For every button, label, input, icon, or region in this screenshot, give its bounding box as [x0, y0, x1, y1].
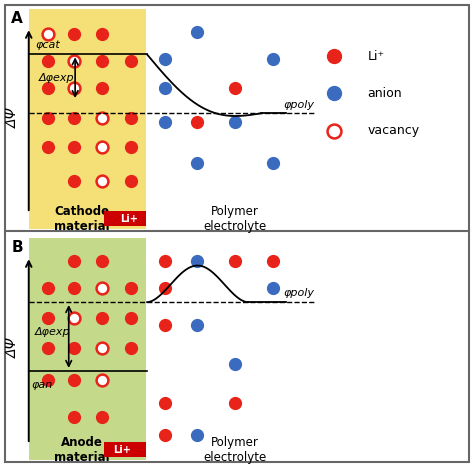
- Text: Li+: Li+: [120, 214, 138, 224]
- Text: φan: φan: [32, 380, 53, 390]
- Text: ΔΨ: ΔΨ: [6, 338, 20, 358]
- Text: A: A: [11, 11, 23, 26]
- Text: Cathode
material: Cathode material: [54, 205, 109, 233]
- Text: Δφexp: Δφexp: [38, 73, 74, 83]
- Text: ΔΨ: ΔΨ: [6, 108, 20, 128]
- Text: φpoly: φpoly: [283, 289, 314, 298]
- Text: vacancy: vacancy: [367, 124, 419, 137]
- Text: φcat: φcat: [35, 40, 60, 50]
- Text: Li+: Li+: [113, 445, 131, 455]
- Bar: [104, 211, 146, 226]
- Text: Anode
material: Anode material: [54, 436, 109, 464]
- Text: anion: anion: [367, 87, 402, 100]
- Bar: [104, 442, 146, 457]
- Bar: [29, 9, 146, 229]
- Text: B: B: [11, 240, 23, 255]
- Text: Polymer
electrolyte: Polymer electrolyte: [203, 205, 267, 233]
- Text: φpoly: φpoly: [283, 100, 314, 110]
- Text: Polymer
electrolyte: Polymer electrolyte: [203, 436, 267, 464]
- Text: Li⁺: Li⁺: [367, 50, 384, 63]
- Bar: [29, 238, 146, 460]
- Text: Δφexp: Δφexp: [35, 327, 71, 337]
